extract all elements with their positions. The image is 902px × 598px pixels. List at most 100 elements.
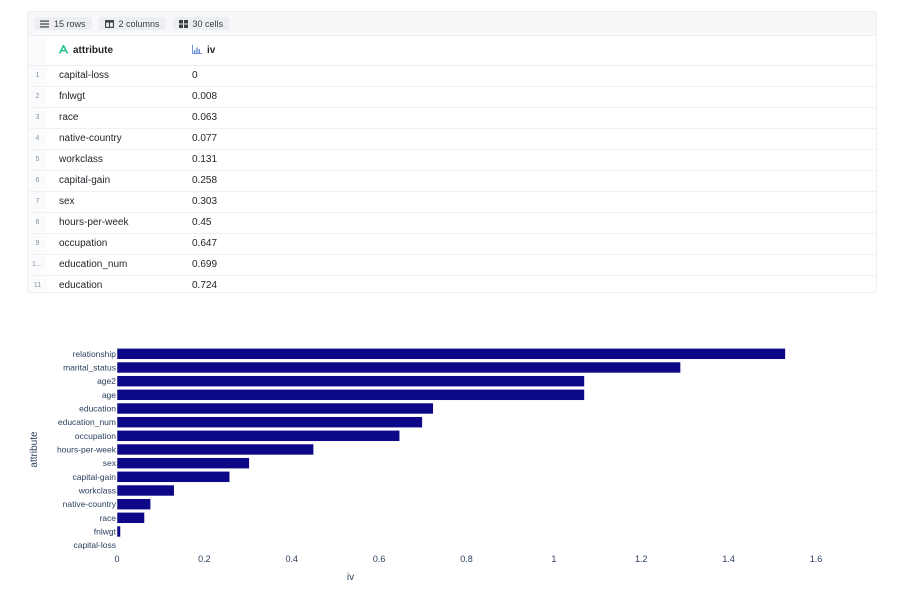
y-tick-label: age bbox=[102, 390, 116, 400]
table-toolbar: 15 rows 2 columns 30 cells bbox=[28, 12, 876, 36]
cell-iv[interactable]: 0.258 bbox=[192, 175, 218, 186]
x-tick-label: 0.2 bbox=[198, 554, 211, 564]
y-tick-label: capital-loss bbox=[73, 540, 116, 550]
iv-bar-chart: capital-loss fnlwgt race native-country work… bbox=[29, 348, 823, 583]
cell-iv[interactable]: 0.647 bbox=[192, 238, 218, 249]
cell-attribute[interactable]: fnlwgt bbox=[59, 91, 86, 102]
y-tick-label: workclass bbox=[78, 486, 116, 496]
cell-iv[interactable]: 0.063 bbox=[192, 112, 218, 123]
cell-iv[interactable]: 0.008 bbox=[192, 91, 218, 102]
table-row[interactable]: 5 workclass 0.131 bbox=[28, 150, 876, 171]
cells-count-label: 30 cells bbox=[192, 18, 224, 29]
x-tick-label: 1.2 bbox=[635, 554, 648, 564]
bar-age[interactable] bbox=[116, 389, 585, 401]
y-tick-label: sex bbox=[103, 458, 117, 468]
x-tick-label: 1 bbox=[551, 554, 556, 564]
table-row[interactable]: 4 native-country 0.077 bbox=[28, 129, 876, 150]
table-body: 1 capital-loss 0 2 fnlwgt 0.008 3 race 0.063 4… bbox=[28, 66, 876, 292]
row-index: 7 bbox=[28, 192, 47, 212]
index-header bbox=[28, 36, 47, 65]
y-tick-label: education bbox=[79, 404, 116, 414]
table-row[interactable]: 11 education 0.724 bbox=[28, 276, 876, 292]
column-header-label: iv bbox=[207, 45, 216, 56]
x-axis-title: iv bbox=[347, 572, 354, 583]
table-row[interactable]: 9 occupation 0.647 bbox=[28, 234, 876, 255]
bar-age2[interactable] bbox=[116, 375, 585, 387]
data-table-panel: 15 rows 2 columns 30 cells attribute bbox=[27, 11, 877, 293]
bar-education[interactable] bbox=[116, 402, 434, 415]
cell-iv[interactable]: 0.077 bbox=[192, 133, 218, 144]
bar-relationship[interactable] bbox=[116, 348, 786, 360]
cell-attribute[interactable]: hours-per-week bbox=[59, 217, 129, 228]
table-row[interactable]: 1 capital-loss 0 bbox=[28, 66, 876, 87]
row-index: 5 bbox=[28, 150, 47, 170]
column-header-iv[interactable]: iv bbox=[192, 36, 215, 65]
cell-iv[interactable]: 0 bbox=[192, 70, 198, 81]
y-tick-label: marital_status bbox=[63, 363, 116, 373]
cell-iv[interactable]: 0.724 bbox=[192, 280, 218, 291]
y-tick-label: fnlwgt bbox=[94, 527, 117, 537]
row-index: 6 bbox=[28, 171, 47, 191]
cell-attribute[interactable]: workclass bbox=[59, 154, 103, 165]
bar-hours-per-week[interactable] bbox=[116, 443, 314, 456]
y-tick-label: education_num bbox=[58, 417, 116, 427]
cell-attribute[interactable]: race bbox=[59, 112, 79, 123]
bar-race[interactable] bbox=[116, 512, 145, 524]
x-tick-label: 0.6 bbox=[373, 554, 386, 564]
table-row[interactable]: 6 capital-gain 0.258 bbox=[28, 171, 876, 192]
y-tick-label: native-country bbox=[63, 499, 117, 509]
y-tick-label: occupation bbox=[75, 431, 116, 441]
y-tick-label: relationship bbox=[73, 349, 117, 359]
x-tick-label: 1.4 bbox=[722, 554, 735, 564]
x-tick-label: 0 bbox=[114, 554, 119, 564]
rows-count-chip[interactable]: 15 rows bbox=[34, 17, 92, 30]
cell-iv[interactable]: 0.45 bbox=[192, 217, 212, 228]
x-tick-label: 1.6 bbox=[810, 554, 823, 564]
cell-attribute[interactable]: native-country bbox=[59, 133, 122, 144]
cell-attribute[interactable]: education_num bbox=[59, 259, 128, 270]
bar-capital-gain[interactable] bbox=[116, 471, 230, 483]
rows-count-label: 15 rows bbox=[54, 18, 86, 29]
columns-count-label: 2 columns bbox=[118, 18, 160, 29]
row-index: 2 bbox=[28, 87, 47, 107]
cell-attribute[interactable]: capital-loss bbox=[59, 70, 110, 81]
cell-attribute[interactable]: occupation bbox=[59, 238, 108, 249]
row-index: 1… bbox=[28, 255, 47, 275]
chart-type-icon bbox=[192, 44, 202, 57]
bar-marital_status[interactable] bbox=[116, 361, 681, 374]
row-index: 4 bbox=[28, 129, 47, 149]
bar-occupation[interactable] bbox=[116, 430, 400, 442]
cell-iv[interactable]: 0.131 bbox=[192, 154, 218, 165]
text-type-icon bbox=[58, 43, 69, 57]
row-index: 9 bbox=[28, 234, 47, 254]
table-row[interactable]: 1… education_num 0.699 bbox=[28, 255, 876, 276]
cell-attribute[interactable]: sex bbox=[59, 196, 75, 207]
table-row[interactable]: 3 race 0.063 bbox=[28, 108, 876, 129]
y-tick-label: age2 bbox=[97, 376, 116, 386]
bar-sex[interactable] bbox=[116, 457, 250, 469]
bar-fnlwgt[interactable] bbox=[116, 525, 121, 538]
cells-count-chip[interactable]: 30 cells bbox=[172, 17, 230, 30]
table-row[interactable]: 8 hours-per-week 0.45 bbox=[28, 213, 876, 234]
table-row[interactable]: 2 fnlwgt 0.008 bbox=[28, 87, 876, 108]
y-tick-label: capital-gain bbox=[73, 472, 117, 482]
bar-native-country[interactable] bbox=[116, 498, 151, 510]
y-tick-label: race bbox=[99, 513, 116, 523]
cell-attribute[interactable]: education bbox=[59, 280, 103, 291]
table-row[interactable]: 7 sex 0.303 bbox=[28, 192, 876, 213]
cell-attribute[interactable]: capital-gain bbox=[59, 175, 111, 186]
table-header: attribute iv bbox=[28, 36, 876, 66]
cell-iv[interactable]: 0.303 bbox=[192, 196, 218, 207]
cell-iv[interactable]: 0.699 bbox=[192, 259, 218, 270]
bar-education_num[interactable] bbox=[116, 416, 423, 428]
grid-icon bbox=[178, 19, 188, 28]
y-tick-label: hours-per-week bbox=[57, 445, 117, 455]
y-axis-title: attribute bbox=[29, 431, 40, 468]
column-header-attribute[interactable]: attribute bbox=[58, 36, 113, 65]
row-index: 11 bbox=[28, 276, 47, 292]
bar-workclass[interactable] bbox=[116, 484, 175, 497]
x-tick-label: 0.8 bbox=[460, 554, 473, 564]
column-header-label: attribute bbox=[73, 45, 113, 56]
columns-icon bbox=[104, 19, 114, 28]
columns-count-chip[interactable]: 2 columns bbox=[98, 17, 166, 30]
